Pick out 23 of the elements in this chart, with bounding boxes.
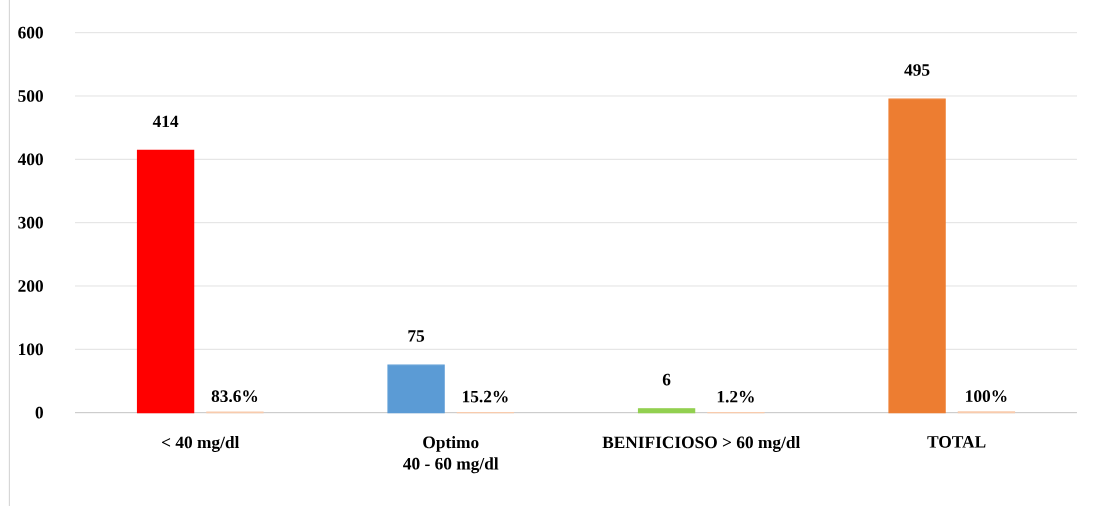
y-tick-label: 100 — [19, 343, 43, 356]
data-label: 1.2% — [717, 390, 754, 403]
x-tick-label: < 40 mg/dl — [161, 436, 240, 452]
y-tick-label: 400 — [17, 153, 43, 166]
data-label: 100% — [966, 390, 1007, 402]
y-tick-label: 600 — [18, 26, 43, 39]
bar — [136, 149, 195, 414]
y-tick-label: 500 — [18, 90, 43, 102]
y-tick-label: 0 — [35, 406, 43, 419]
x-tick-label: BENIFICIOSO > 60 mg/dl — [602, 436, 801, 452]
y-tick-label: 200 — [18, 280, 43, 292]
x-tick-label: TOTAL — [927, 436, 986, 448]
data-label: 495 — [904, 64, 930, 76]
data-label: 75 — [408, 330, 425, 342]
x-tick-label: Optimo 40 - 60 mg/dl — [403, 436, 499, 474]
bar — [387, 364, 445, 414]
data-label: 6 — [662, 373, 671, 386]
data-label: 414 — [152, 115, 179, 128]
bar — [888, 98, 946, 414]
data-label: 15.2% — [462, 390, 508, 403]
bar — [637, 408, 696, 414]
y-tick-label: 300 — [18, 216, 43, 229]
data-label: 83.6% — [211, 390, 258, 403]
